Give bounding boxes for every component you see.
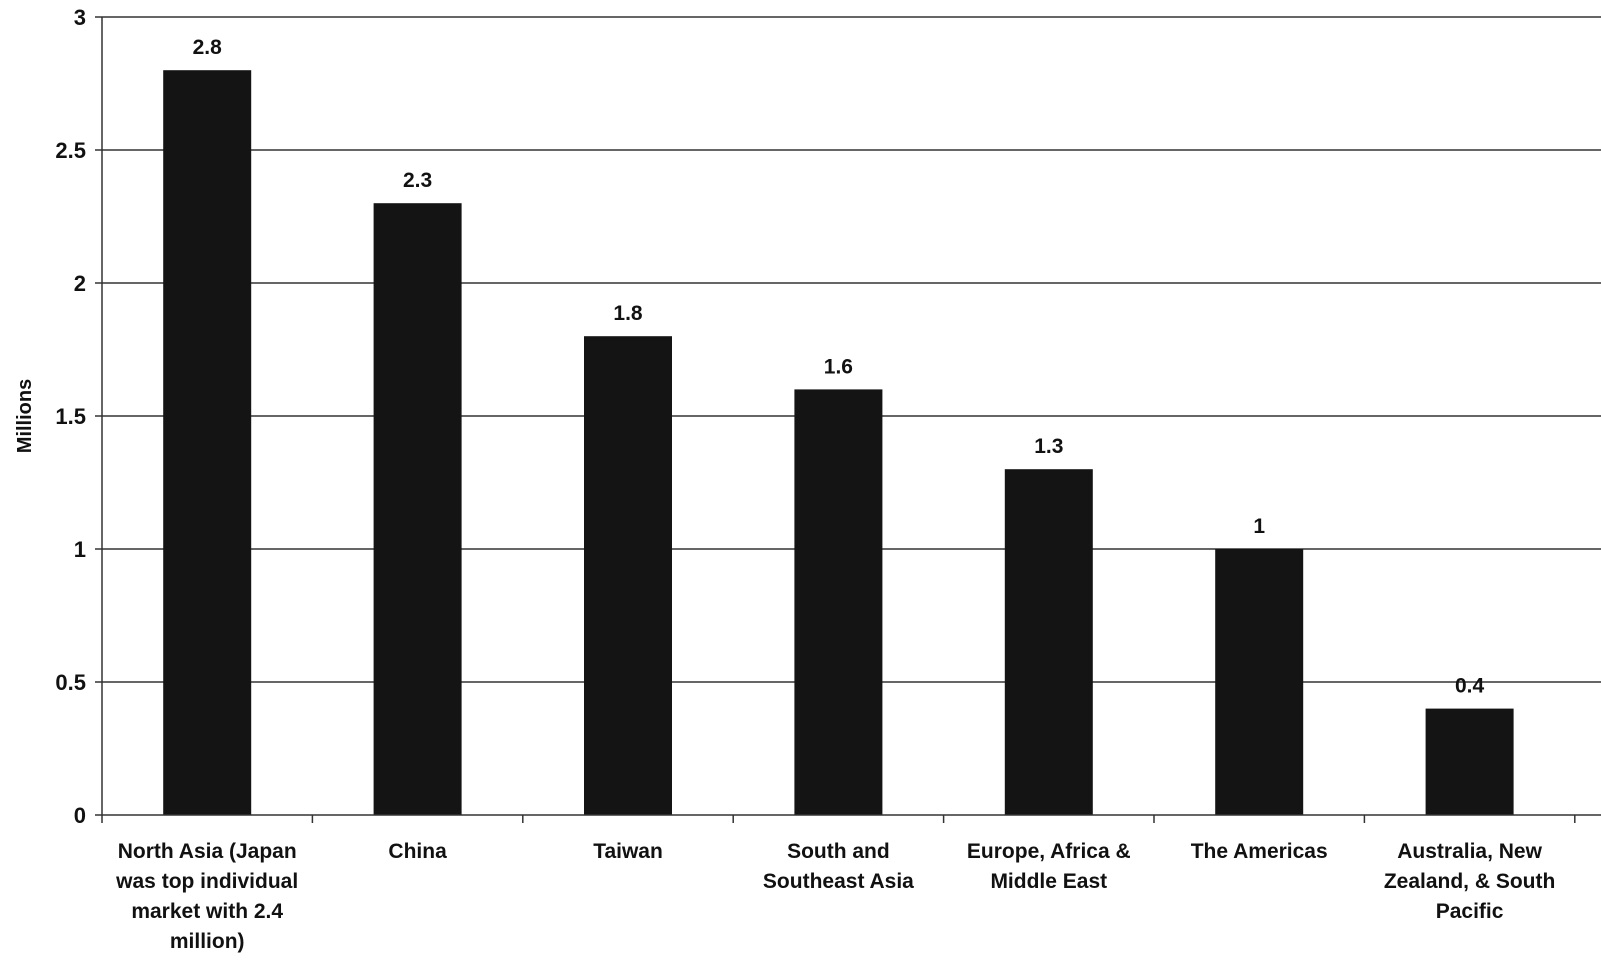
data-label: 1 — [1253, 515, 1265, 538]
y-tick-label: 1 — [74, 537, 86, 562]
bars — [163, 70, 1514, 815]
category-label: North Asia (Japan was top individual marke… — [115, 840, 298, 953]
data-label: 0.4 — [1455, 675, 1485, 698]
y-tick-label: 1.5 — [55, 404, 86, 429]
y-tick-label: 3 — [74, 5, 86, 30]
category-label: Australia, New Zealand, & South Pacific — [1384, 840, 1556, 923]
y-tick-label: 2.5 — [55, 138, 86, 163]
x-tick-marks — [101, 815, 1576, 823]
category-label: South and Southeast Asia — [763, 840, 914, 893]
category-labels: North Asia (Japan was top individual marke… — [115, 840, 1555, 953]
bar — [1425, 708, 1514, 815]
y-tick-label: 0 — [74, 803, 86, 828]
category-label: Europe, Africa & Middle East — [967, 840, 1131, 893]
y-tick-label: 0.5 — [55, 670, 86, 695]
bar — [1004, 469, 1093, 815]
category-label: China — [388, 840, 447, 863]
axes — [101, 17, 1601, 816]
data-labels: 2.8 2.3 1.8 1.6 1.3 1 0.4 — [193, 36, 1485, 697]
y-axis-title: Millions — [14, 379, 36, 453]
y-tick-label: 2 — [74, 271, 86, 296]
data-label: 1.8 — [613, 302, 643, 325]
bar — [373, 203, 462, 815]
bar — [584, 336, 672, 815]
data-label: 2.3 — [403, 169, 432, 192]
data-label: 1.3 — [1034, 435, 1063, 458]
data-label: 2.8 — [193, 36, 223, 59]
bar — [1215, 549, 1304, 815]
bar — [794, 389, 883, 815]
category-label: The Americas — [1191, 840, 1328, 863]
bar — [163, 70, 252, 815]
data-label: 1.6 — [824, 355, 853, 378]
category-label: Taiwan — [593, 840, 663, 863]
y-tick-labels: 0 0.5 1 1.5 2 2.5 3 — [55, 5, 86, 828]
